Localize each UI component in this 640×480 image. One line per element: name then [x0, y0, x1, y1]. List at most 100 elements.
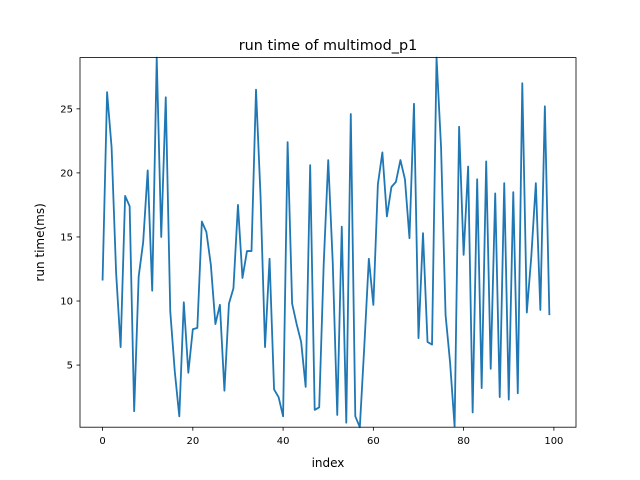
data-point — [129, 205, 131, 207]
data-point — [490, 368, 492, 370]
data-point — [151, 290, 153, 292]
data-point — [372, 304, 374, 306]
axes-frame — [79, 57, 577, 428]
data-point — [241, 277, 243, 279]
data-point — [201, 221, 203, 223]
data-point — [232, 287, 234, 289]
data-point — [544, 105, 546, 107]
data-point — [246, 250, 248, 252]
plot-layer — [101, 56, 551, 429]
data-point — [228, 303, 230, 305]
y-axis-label: run time(ms) — [33, 203, 47, 281]
y-tick-label: 25 — [60, 104, 73, 115]
data-point — [187, 372, 189, 374]
y-tick-label: 15 — [60, 233, 73, 244]
data-point — [291, 303, 293, 305]
data-point — [390, 186, 392, 188]
data-point — [273, 388, 275, 390]
data-point — [350, 113, 352, 115]
data-point — [314, 409, 316, 411]
data-point — [142, 241, 144, 243]
data-point — [183, 301, 185, 303]
data-point — [124, 195, 126, 197]
data-point — [251, 250, 253, 252]
data-point — [363, 345, 365, 347]
data-point — [309, 164, 311, 166]
data-point — [535, 182, 537, 184]
data-point — [327, 159, 329, 161]
data-point — [282, 415, 284, 417]
data-point — [467, 165, 469, 167]
data-point — [147, 169, 149, 171]
data-point — [377, 183, 379, 185]
data-point — [499, 396, 501, 398]
data-point — [508, 399, 510, 401]
data-point — [386, 215, 388, 217]
data-point — [237, 204, 239, 206]
chart-title: run time of multimod_p1 — [239, 38, 418, 54]
series-line — [101, 56, 551, 429]
data-point — [345, 422, 347, 424]
data-point — [106, 91, 108, 93]
y-tick-label: 5 — [67, 361, 73, 372]
data-point — [205, 231, 207, 233]
x-axis-ticks: 0 20 40 60 80 100 — [99, 427, 563, 447]
data-point — [395, 181, 397, 183]
data-point — [210, 264, 212, 266]
x-tick-label: 0 — [99, 436, 105, 447]
data-point — [494, 192, 496, 194]
data-point — [485, 160, 487, 162]
data-point — [521, 82, 523, 84]
data-point — [539, 309, 541, 311]
data-point — [417, 337, 419, 339]
data-point — [192, 328, 194, 330]
data-point — [449, 362, 451, 364]
data-point — [278, 396, 280, 398]
data-point — [422, 232, 424, 234]
y-tick-label: 10 — [60, 297, 73, 308]
data-point — [476, 178, 478, 180]
data-point — [512, 191, 514, 193]
data-point — [368, 258, 370, 260]
data-point — [381, 151, 383, 153]
data-point — [318, 406, 320, 408]
data-point — [111, 146, 113, 148]
data-point — [133, 410, 135, 412]
data-point — [458, 126, 460, 128]
x-tick-label: 80 — [457, 436, 470, 447]
data-point — [300, 341, 302, 343]
data-point — [463, 254, 465, 256]
data-point — [399, 159, 401, 161]
data-point — [427, 341, 429, 343]
data-point — [440, 146, 442, 148]
data-point — [219, 304, 221, 306]
data-point — [165, 96, 167, 98]
data-point — [548, 314, 550, 316]
data-point — [445, 314, 447, 316]
data-point — [431, 344, 433, 346]
data-point — [413, 103, 415, 105]
data-point — [526, 312, 528, 314]
data-point — [517, 392, 519, 394]
data-point — [178, 415, 180, 417]
data-point — [341, 226, 343, 228]
data-point — [160, 236, 162, 238]
data-point — [115, 272, 117, 274]
data-point — [214, 323, 216, 325]
data-point — [305, 386, 307, 388]
data-point — [120, 346, 122, 348]
data-point — [102, 280, 104, 282]
data-point — [332, 262, 334, 264]
data-point — [354, 415, 356, 417]
data-point — [336, 414, 338, 416]
data-point — [472, 411, 474, 413]
x-tick-label: 60 — [367, 436, 380, 447]
data-point — [287, 141, 289, 143]
data-point — [196, 327, 198, 329]
data-point — [408, 237, 410, 239]
data-point — [169, 310, 171, 312]
data-point — [223, 390, 225, 392]
x-tick-label: 100 — [544, 436, 563, 447]
